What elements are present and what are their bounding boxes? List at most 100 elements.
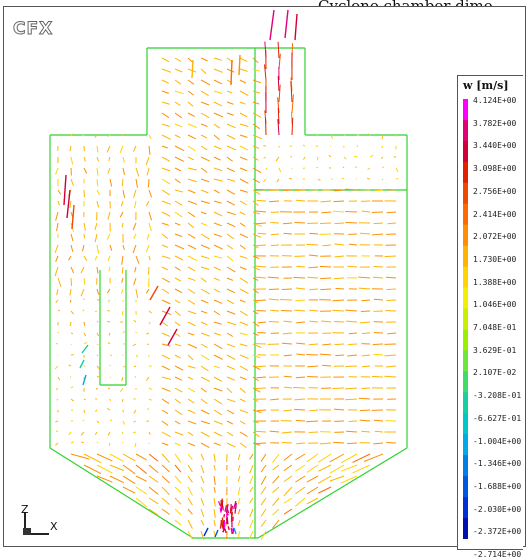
velocity-vector: [188, 113, 195, 116]
velocity-vector: [240, 256, 247, 258]
velocity-vector: [227, 432, 233, 436]
velocity-vector: [261, 498, 266, 505]
legend-label: -1.688E+00: [473, 482, 521, 491]
velocity-vector: [309, 344, 318, 345]
velocity-vector: [335, 256, 344, 257]
velocity-vector: [188, 476, 192, 482]
velocity-vector: [214, 80, 222, 84]
velocity-vector: [303, 157, 305, 160]
velocity-vector: [307, 277, 318, 278]
velocity-vector: [162, 267, 168, 270]
velocity-vector: [72, 205, 74, 229]
velocity-vector: [240, 388, 245, 393]
velocity-vector: [84, 256, 87, 261]
velocity-vector: [71, 234, 73, 241]
velocity-vector: [122, 278, 123, 283]
velocity-vector: [227, 289, 235, 293]
velocity-vector: [201, 157, 210, 161]
velocity-vector: [296, 377, 305, 378]
velocity-vector: [70, 300, 71, 303]
velocity-vector: [95, 256, 97, 260]
legend-label: 2.756E+00: [473, 187, 516, 196]
velocity-vector: [214, 520, 215, 526]
velocity-vector: [175, 300, 180, 303]
velocity-vector: [227, 245, 233, 249]
velocity-vector: [201, 91, 209, 96]
velocity-vector: [295, 14, 297, 40]
velocity-vector: [271, 245, 279, 246]
velocity-vector: [296, 266, 305, 267]
velocity-vector: [175, 410, 182, 415]
velocity-vector: [334, 244, 344, 245]
velocity-vector: [70, 146, 71, 151]
velocity-vector: [227, 410, 234, 414]
velocity-vector: [283, 333, 292, 334]
velocity-vector: [122, 256, 123, 265]
velocity-vector: [238, 531, 240, 537]
legend-color-step: [463, 99, 468, 120]
velocity-vector: [81, 442, 84, 443]
velocity-vector: [148, 179, 149, 187]
velocity-vector: [268, 277, 279, 278]
velocity-vector: [240, 212, 245, 215]
velocity-vector: [375, 431, 383, 432]
velocity-vector: [201, 355, 209, 360]
velocity-vector: [240, 443, 247, 448]
velocity-vector: [162, 355, 170, 359]
velocity-vector: [294, 409, 305, 410]
velocity-vector: [261, 509, 266, 516]
velocity-vector: [284, 454, 292, 460]
velocity-vector: [146, 289, 149, 293]
velocity-vector: [343, 167, 344, 168]
velocity-vector: [67, 190, 70, 218]
velocity-vector: [175, 333, 180, 337]
velocity-vector: [214, 201, 222, 203]
velocity-vector: [201, 465, 204, 473]
velocity-vector: [234, 528, 236, 534]
velocity-vector: [149, 322, 150, 324]
velocity-vector: [240, 58, 247, 61]
legend-label: -1.004E+00: [473, 437, 521, 446]
velocity-vector: [162, 421, 168, 425]
velocity-vector: [257, 332, 266, 333]
velocity-vector: [201, 344, 207, 348]
velocity-vector: [149, 190, 152, 197]
velocity-vector: [84, 333, 86, 336]
velocity-vector: [333, 211, 344, 212]
velocity-vector: [110, 465, 124, 471]
velocity-vector: [240, 135, 247, 137]
velocity-vector: [386, 289, 396, 290]
velocity-vector: [150, 286, 158, 300]
velocity-vector: [58, 190, 61, 194]
velocity-vector: [97, 179, 98, 186]
velocity-vector: [256, 266, 266, 267]
velocity-vector: [204, 528, 208, 536]
velocity-vector: [188, 212, 195, 217]
velocity-vector: [95, 432, 97, 435]
velocity-vector: [162, 454, 170, 462]
velocity-vector: [240, 355, 249, 359]
legend-label: 3.098E+00: [473, 164, 516, 173]
velocity-vector: [253, 80, 261, 83]
velocity-vector: [320, 289, 331, 290]
velocity-vector: [188, 223, 194, 228]
velocity-vector: [240, 432, 247, 437]
velocity-vector: [362, 366, 370, 367]
velocity-vector: [261, 487, 266, 494]
velocity-vector: [84, 278, 85, 284]
velocity-vector: [214, 399, 222, 404]
velocity-vector: [97, 289, 99, 295]
velocity-vector: [57, 289, 58, 295]
velocity-vector: [55, 421, 58, 422]
velocity-vector: [149, 212, 152, 220]
velocity-vector: [201, 69, 206, 74]
velocity-vector: [83, 375, 86, 385]
velocity-vector: [240, 113, 247, 117]
velocity-vector: [295, 465, 305, 471]
velocity-vector: [55, 267, 58, 276]
velocity-vector: [261, 476, 266, 485]
velocity-vector: [149, 498, 158, 504]
velocity-vector: [133, 432, 136, 433]
velocity-vector: [162, 498, 170, 505]
